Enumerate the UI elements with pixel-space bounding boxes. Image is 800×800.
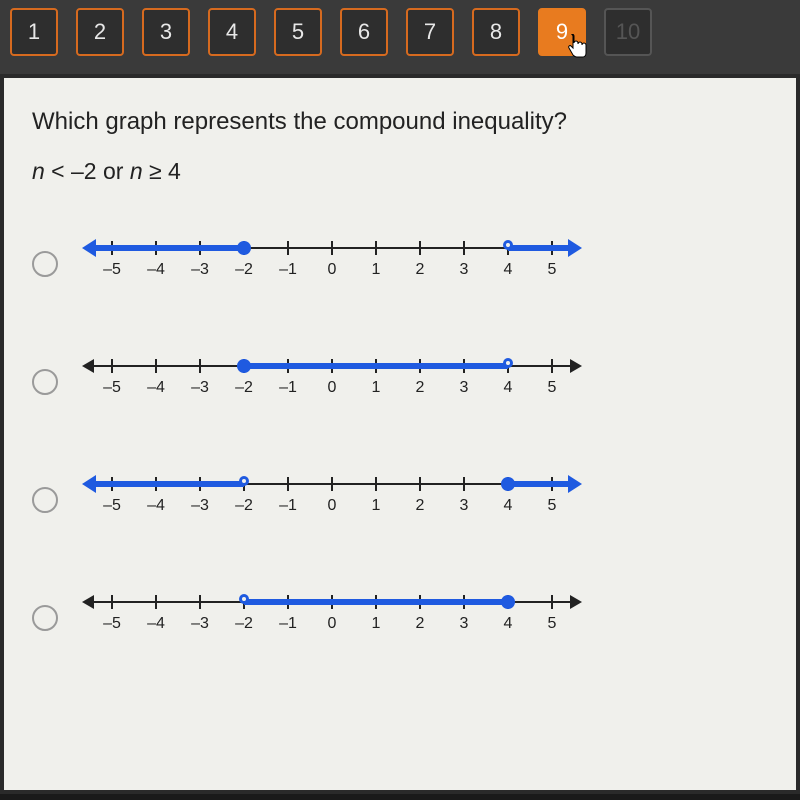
closed-circle <box>501 595 515 609</box>
tick-label: –4 <box>147 615 165 633</box>
nav-question-3[interactable]: 3 <box>142 8 190 56</box>
radio-option-B[interactable] <box>32 369 58 395</box>
cursor-hand-icon <box>566 34 590 62</box>
tick-label: 2 <box>416 615 425 633</box>
tick-label: 2 <box>416 261 425 279</box>
tick-label: 0 <box>328 261 337 279</box>
open-circle <box>239 594 249 604</box>
number-line: –5 –4 –3 –2 –1 0 1 2 3 4 5 <box>82 469 582 531</box>
radio-option-C[interactable] <box>32 487 58 513</box>
tick-label: 5 <box>548 261 557 279</box>
tick-label: –1 <box>279 497 297 515</box>
question-prompt: Which graph represents the compound ineq… <box>32 108 768 136</box>
nav-question-7[interactable]: 7 <box>406 8 454 56</box>
tick-label: –5 <box>103 379 121 397</box>
nav-question-1[interactable]: 1 <box>10 8 58 56</box>
tick-label: –1 <box>279 379 297 397</box>
tick-label: 5 <box>548 615 557 633</box>
answer-option-C[interactable]: –5 –4 –3 –2 –1 0 1 2 3 4 5 <box>32 469 768 531</box>
content-wrap: Which graph represents the compound ineq… <box>0 74 800 794</box>
tick-label: 4 <box>504 379 513 397</box>
tick-label: 4 <box>504 261 513 279</box>
tick-label: –5 <box>103 497 121 515</box>
nav-question-6[interactable]: 6 <box>340 8 388 56</box>
tick-label: –4 <box>147 497 165 515</box>
tick-label: –2 <box>235 497 253 515</box>
open-circle <box>503 358 513 368</box>
tick-label: –2 <box>235 379 253 397</box>
tick-label: 0 <box>328 379 337 397</box>
answer-option-D[interactable]: –5 –4 –3 –2 –1 0 1 2 3 4 5 <box>32 587 768 649</box>
tick-label: 3 <box>460 497 469 515</box>
closed-circle <box>237 359 251 373</box>
nav-question-9[interactable]: 9 <box>538 8 586 56</box>
nav-question-8[interactable]: 8 <box>472 8 520 56</box>
open-circle <box>503 240 513 250</box>
tick-label: 1 <box>372 615 381 633</box>
tick-label: 3 <box>460 379 469 397</box>
number-line: –5 –4 –3 –2 –1 0 1 2 3 4 5 <box>82 233 582 295</box>
tick-label: –5 <box>103 261 121 279</box>
radio-option-D[interactable] <box>32 605 58 631</box>
radio-option-A[interactable] <box>32 251 58 277</box>
tick-label: 3 <box>460 615 469 633</box>
tick-label: 0 <box>328 615 337 633</box>
tick-label: 2 <box>416 379 425 397</box>
open-circle <box>239 476 249 486</box>
closed-circle <box>237 241 251 255</box>
number-line: –5 –4 –3 –2 –1 0 1 2 3 4 5 <box>82 587 582 649</box>
tick-label: –3 <box>191 261 209 279</box>
tick-label: –5 <box>103 615 121 633</box>
inequality-expression: n < –2 or n ≥ 4 <box>32 158 768 185</box>
tick-label: –3 <box>191 497 209 515</box>
tick-label: –3 <box>191 615 209 633</box>
nav-question-10: 10 <box>604 8 652 56</box>
tick-label: 1 <box>372 497 381 515</box>
nav-question-4[interactable]: 4 <box>208 8 256 56</box>
number-line: –5 –4 –3 –2 –1 0 1 2 3 4 5 <box>82 351 582 413</box>
tick-label: –4 <box>147 379 165 397</box>
tick-label: –4 <box>147 261 165 279</box>
answer-option-A[interactable]: –5 –4 –3 –2 –1 0 1 2 3 4 5 <box>32 233 768 295</box>
tick-label: 5 <box>548 497 557 515</box>
tick-label: –1 <box>279 261 297 279</box>
closed-circle <box>501 477 515 491</box>
options-list: –5 –4 –3 –2 –1 0 1 2 3 4 5 –5 –4 –3 –2 –1 0 1 2 3 4 5 –5 –4 –3 –2… <box>32 233 768 649</box>
tick-label: –2 <box>235 261 253 279</box>
question-panel: Which graph represents the compound ineq… <box>4 78 796 790</box>
nav-question-2[interactable]: 2 <box>76 8 124 56</box>
answer-option-B[interactable]: –5 –4 –3 –2 –1 0 1 2 3 4 5 <box>32 351 768 413</box>
tick-label: 2 <box>416 497 425 515</box>
tick-label: 4 <box>504 615 513 633</box>
tick-label: –2 <box>235 615 253 633</box>
tick-label: 5 <box>548 379 557 397</box>
tick-label: 0 <box>328 497 337 515</box>
tick-label: –1 <box>279 615 297 633</box>
tick-label: 3 <box>460 261 469 279</box>
tick-label: 1 <box>372 379 381 397</box>
tick-label: 1 <box>372 261 381 279</box>
tick-label: –3 <box>191 379 209 397</box>
question-nav: 123456789 10 <box>0 0 800 74</box>
nav-question-5[interactable]: 5 <box>274 8 322 56</box>
tick-label: 4 <box>504 497 513 515</box>
